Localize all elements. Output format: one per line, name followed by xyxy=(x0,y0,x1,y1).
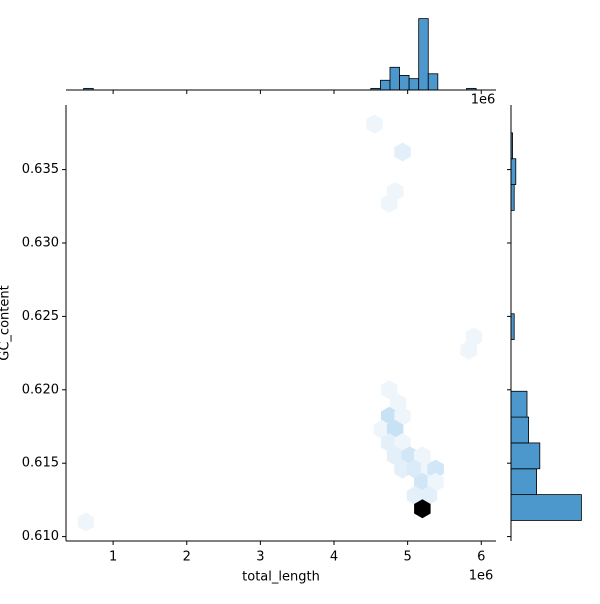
x-tick-label: 6 xyxy=(477,550,485,565)
hexbin xyxy=(394,433,411,453)
hexbin xyxy=(406,459,424,479)
histogram-bar xyxy=(510,494,582,521)
histogram-bar xyxy=(510,442,541,470)
y-tick-label: 0.610 xyxy=(22,529,59,544)
hexbin xyxy=(381,380,398,400)
histogram-bar xyxy=(418,18,429,91)
y-tick-label: 0.630 xyxy=(22,235,59,250)
hexbin xyxy=(394,406,411,426)
hexbin xyxy=(414,446,431,466)
top-offset-label: 1e6 xyxy=(471,93,496,108)
hexbin xyxy=(381,433,398,453)
histogram-bar xyxy=(399,75,410,91)
hexbin xyxy=(386,446,404,466)
x-offset-label: 1e6 xyxy=(469,569,494,584)
histogram-bar xyxy=(408,78,420,91)
y-tick-label: 0.625 xyxy=(22,309,59,324)
hexbin xyxy=(373,419,391,439)
hexbin xyxy=(406,486,424,505)
histogram-bar xyxy=(510,158,517,185)
hexbin xyxy=(414,499,431,519)
y-tick-label: 0.615 xyxy=(22,456,59,471)
x-axis-label: total_length xyxy=(242,570,320,585)
hexbin xyxy=(366,114,383,134)
hexbin xyxy=(414,472,431,492)
hexbin xyxy=(394,142,411,162)
y-tick-label: 0.635 xyxy=(22,162,59,177)
histogram-bar xyxy=(389,66,400,91)
histogram-bar xyxy=(510,390,528,418)
hexbin xyxy=(381,193,398,213)
x-tick-label: 1 xyxy=(109,550,117,565)
histogram-bar xyxy=(510,468,538,496)
x-tick-label: 2 xyxy=(183,550,191,565)
x-tick-label: 3 xyxy=(256,550,264,565)
hexbin xyxy=(394,459,411,479)
histogram-bar xyxy=(510,416,530,444)
histogram-bar xyxy=(427,73,439,91)
hexbin xyxy=(427,472,444,492)
hexbin xyxy=(386,419,404,439)
histogram-bar xyxy=(380,79,391,91)
y-axis-label: GC_content xyxy=(0,285,13,360)
hexbin xyxy=(427,459,444,479)
hexbin xyxy=(420,486,438,505)
x-tick-label: 4 xyxy=(330,550,338,565)
hexbin xyxy=(460,340,477,360)
hexbin xyxy=(77,512,95,532)
y-tick-label: 0.620 xyxy=(22,382,59,397)
x-tick-label: 5 xyxy=(404,550,412,565)
